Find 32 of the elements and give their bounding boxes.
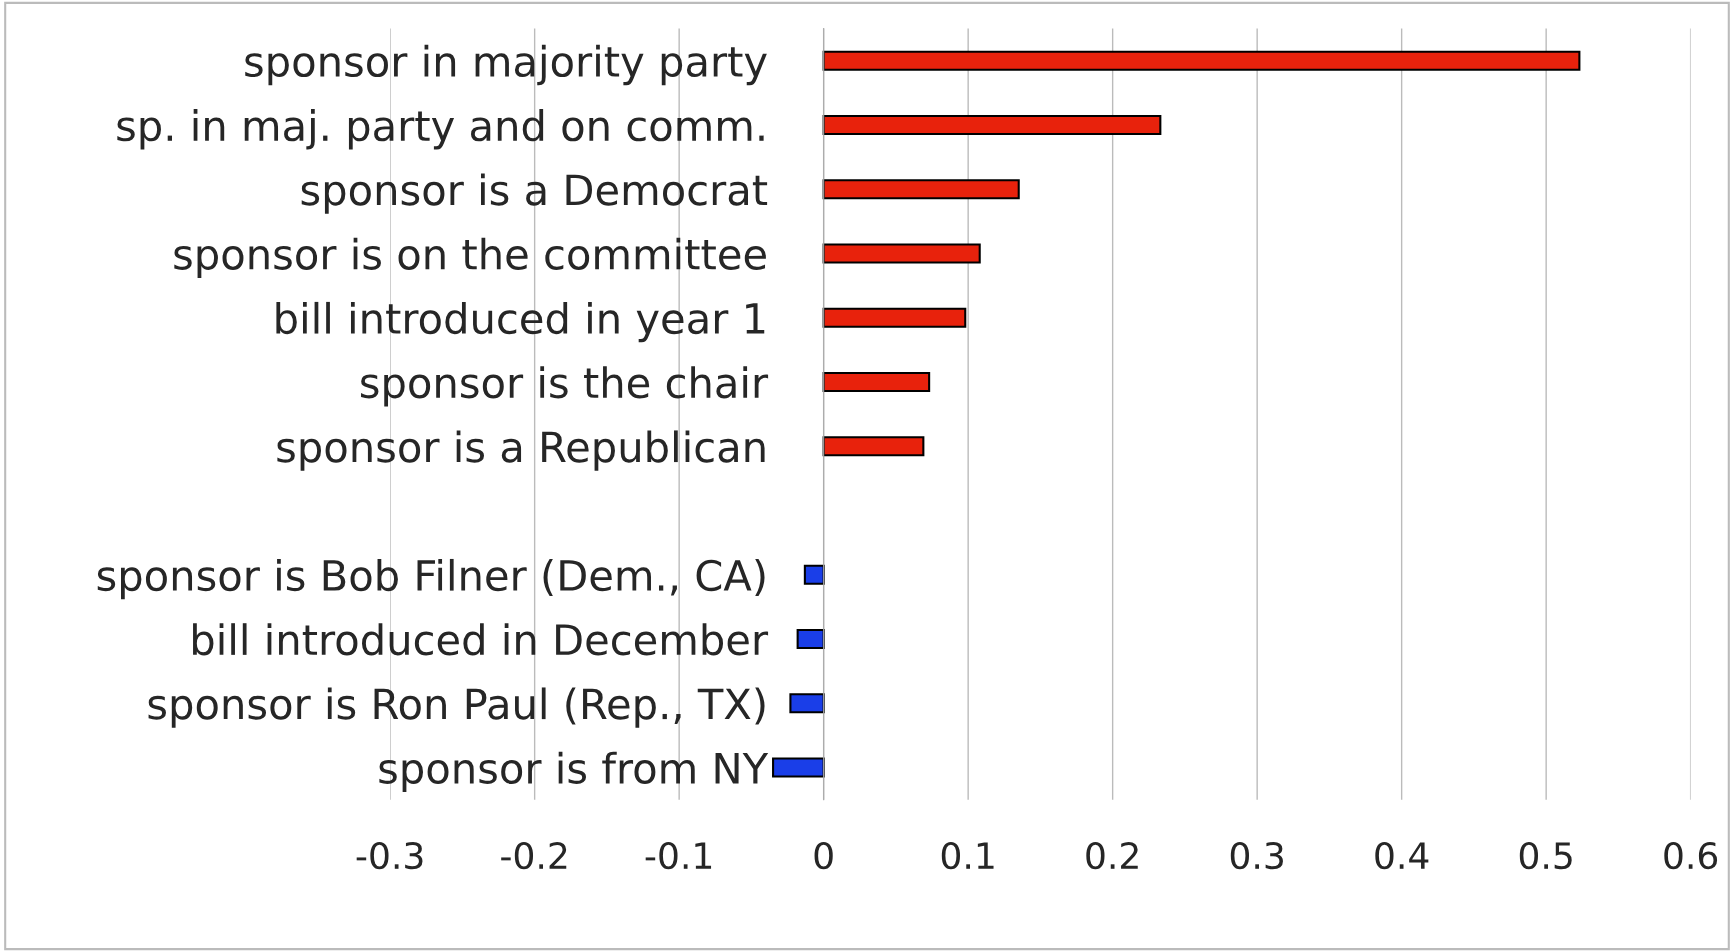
x-tick-label: 0 [814, 841, 833, 870]
y-tick-label: sponsor is a Democrat [301, 173, 768, 214]
bar [822, 371, 931, 393]
bar [822, 179, 1020, 200]
x-tick-label: 0.4 [1375, 841, 1429, 870]
y-tick-label: sponsor is a Republican [277, 430, 765, 471]
bar [822, 114, 1162, 135]
y-tick-label: sponsor is on the committee [174, 237, 766, 278]
x-tick-label: 0.6 [1664, 841, 1718, 870]
y-tick-label: sponsor in majority party [245, 44, 767, 86]
y-tick-label: bill introduced in year 1 [276, 301, 765, 343]
bar [803, 564, 825, 585]
x-tick-label: -0.2 [501, 841, 567, 870]
bar [822, 307, 967, 328]
bar [796, 628, 825, 650]
bar [789, 693, 825, 714]
x-tick-label: -0.3 [356, 841, 423, 870]
bar [822, 243, 981, 264]
bar [772, 757, 825, 778]
bar [822, 50, 1581, 71]
y-tick-label: sponsor is from NY [379, 751, 769, 793]
y-tick-label: sp. in maj. party and on comm. [117, 109, 764, 150]
x-tick-label: 0.1 [941, 841, 994, 870]
y-tick-label: sponsor is Ron Paul (Rep., TX) [148, 687, 765, 728]
y-tick-label: sponsor is Bob Filner (Dem., CA) [97, 558, 765, 600]
x-tick-label: 0.3 [1230, 841, 1283, 870]
x-tick-label: -0.1 [645, 841, 712, 870]
bar [822, 436, 925, 457]
x-tick-label: 0.5 [1519, 841, 1572, 870]
y-tick-label: sponsor is the chair [361, 366, 769, 407]
x-tick-label: 0.2 [1086, 841, 1138, 870]
y-tick-label: bill introduced in December [193, 623, 769, 656]
